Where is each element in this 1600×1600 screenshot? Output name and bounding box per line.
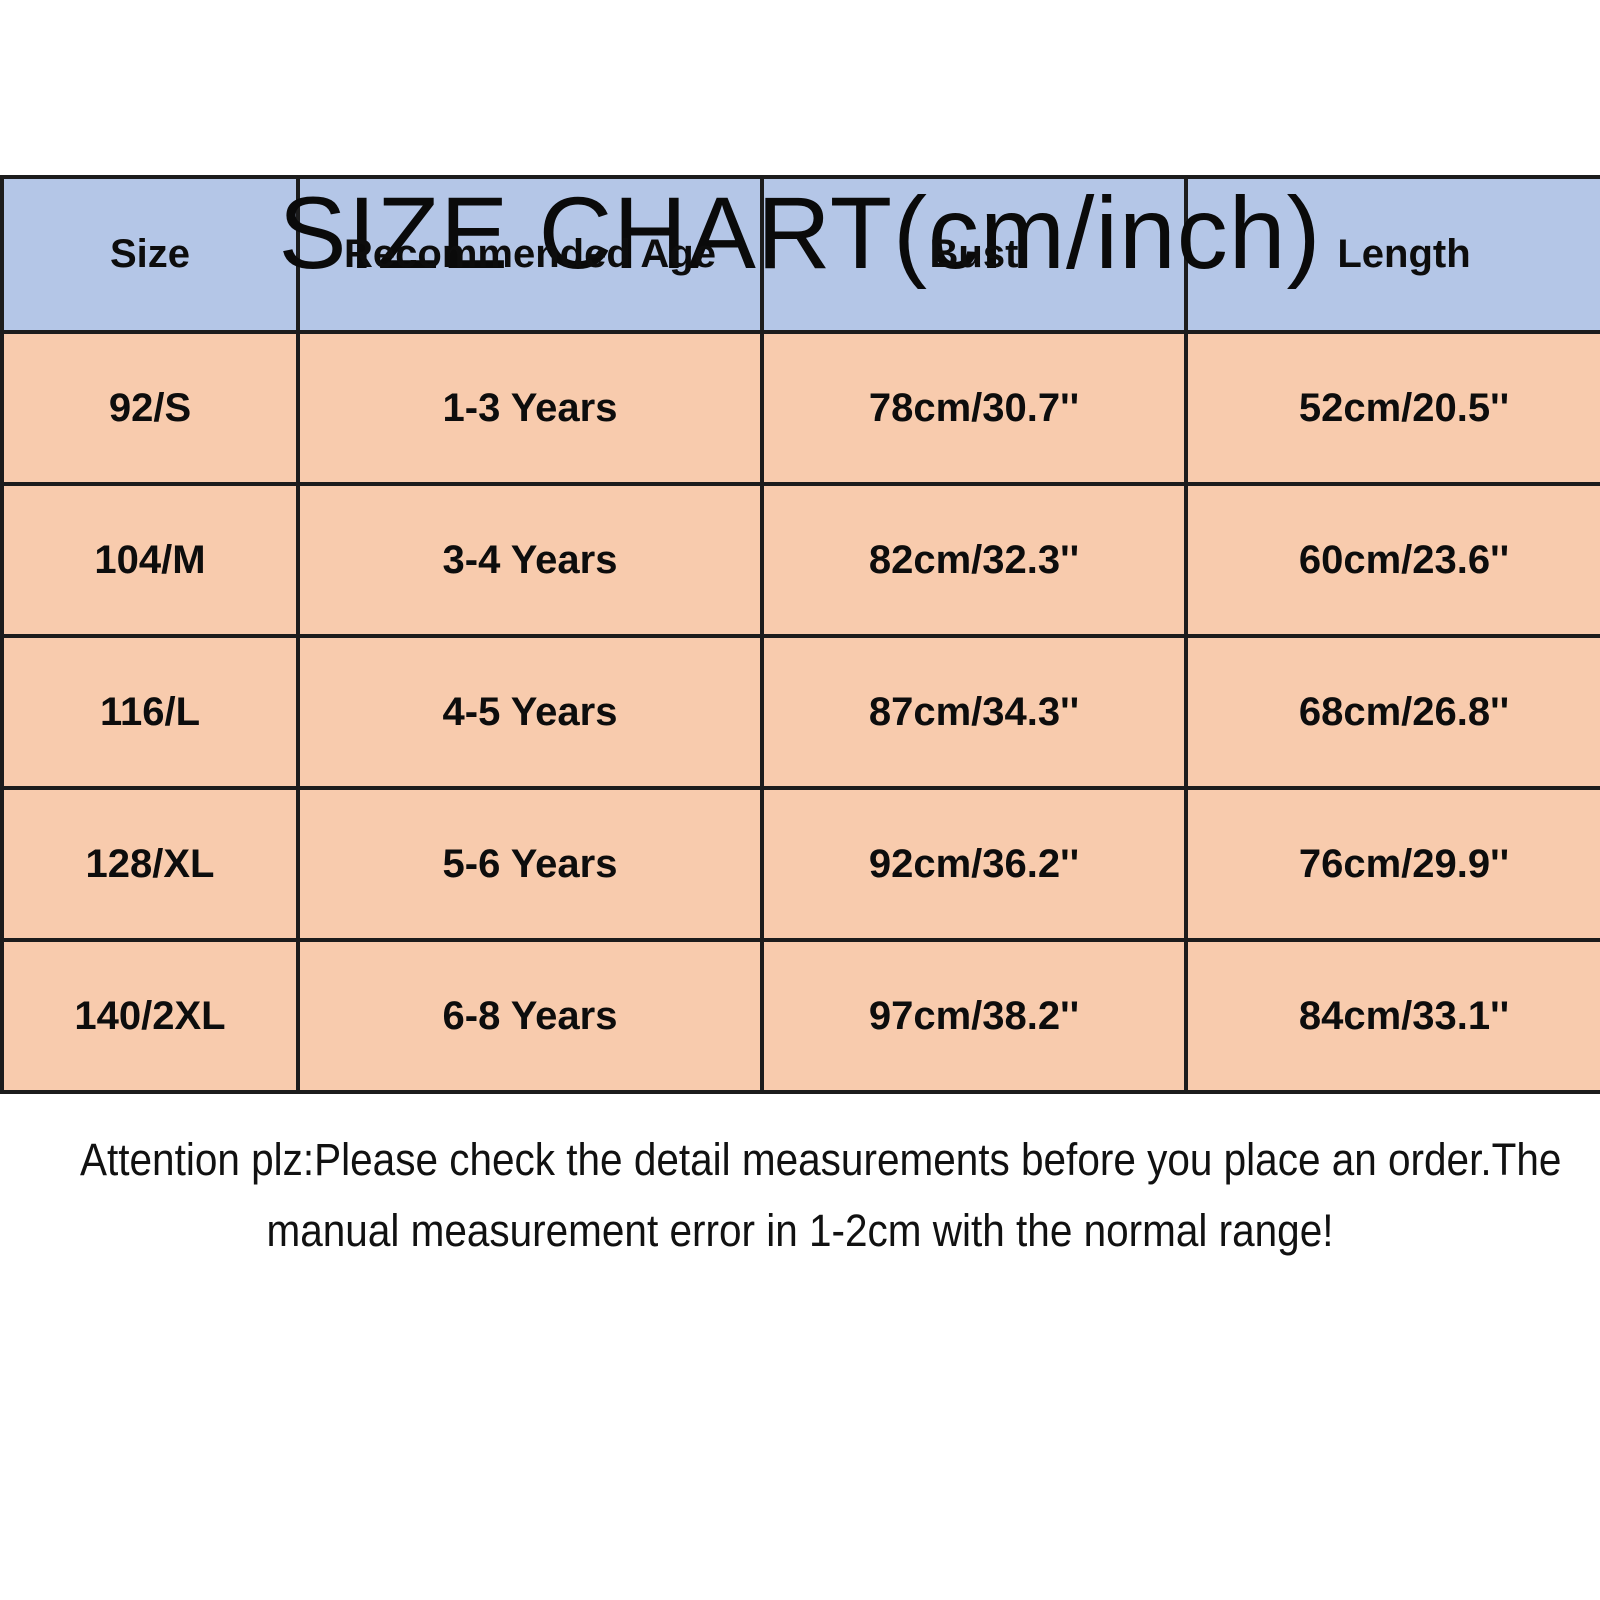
table-cell-size: 116/L xyxy=(0,634,300,790)
column-header-bust: Bust xyxy=(760,175,1188,334)
table-cell-length: 52cm/20.5'' xyxy=(1184,330,1600,486)
table-cell-bust: 82cm/32.3'' xyxy=(760,482,1188,638)
column-header-recommended-age: Recommended Age xyxy=(296,175,764,334)
table-row: 92/S 1-3 Years 78cm/30.7'' 52cm/20.5'' xyxy=(0,330,1600,486)
table-cell-bust: 92cm/36.2'' xyxy=(760,786,1188,942)
table-row: 104/M 3-4 Years 82cm/32.3'' 60cm/23.6'' xyxy=(0,482,1600,638)
attention-note-line2: manual measurement error in 1-2cm with t… xyxy=(266,1205,1334,1256)
table-row: 116/L 4-5 Years 87cm/34.3'' 68cm/26.8'' xyxy=(0,634,1600,790)
table-cell-age: 6-8 Years xyxy=(296,938,764,1094)
attention-note: Attention plz:Please check the detail me… xyxy=(80,1124,1561,1266)
table-cell-size: 140/2XL xyxy=(0,938,300,1094)
table-cell-size: 128/XL xyxy=(0,786,300,942)
attention-note-line1: Attention plz:Please check the detail me… xyxy=(80,1134,1562,1185)
size-table-container: Size Recommended Age Bust Length 92/S 1-… xyxy=(0,175,1600,1094)
page-title: SIZE CHART(cm/inch) xyxy=(278,176,1322,290)
table-cell-length: 76cm/29.9'' xyxy=(1184,786,1600,942)
column-header-length: Length xyxy=(1184,175,1600,334)
column-header-size: Size xyxy=(0,175,300,334)
table-cell-size: 92/S xyxy=(0,330,300,486)
table-cell-bust: 87cm/34.3'' xyxy=(760,634,1188,790)
table-cell-length: 68cm/26.8'' xyxy=(1184,634,1600,790)
table-cell-length: 60cm/23.6'' xyxy=(1184,482,1600,638)
table-cell-age: 5-6 Years xyxy=(296,786,764,942)
table-cell-age: 1-3 Years xyxy=(296,330,764,486)
table-cell-age: 3-4 Years xyxy=(296,482,764,638)
table-cell-bust: 78cm/30.7'' xyxy=(760,330,1188,486)
table-cell-age: 4-5 Years xyxy=(296,634,764,790)
table-cell-length: 84cm/33.1'' xyxy=(1184,938,1600,1094)
table-cell-size: 104/M xyxy=(0,482,300,638)
table-row: 128/XL 5-6 Years 92cm/36.2'' 76cm/29.9'' xyxy=(0,786,1600,942)
size-table: Size Recommended Age Bust Length 92/S 1-… xyxy=(0,175,1600,1094)
table-row: 140/2XL 6-8 Years 97cm/38.2'' 84cm/33.1'… xyxy=(0,938,1600,1094)
header-row: Size Recommended Age Bust Length xyxy=(0,175,1600,334)
table-cell-bust: 97cm/38.2'' xyxy=(760,938,1188,1094)
